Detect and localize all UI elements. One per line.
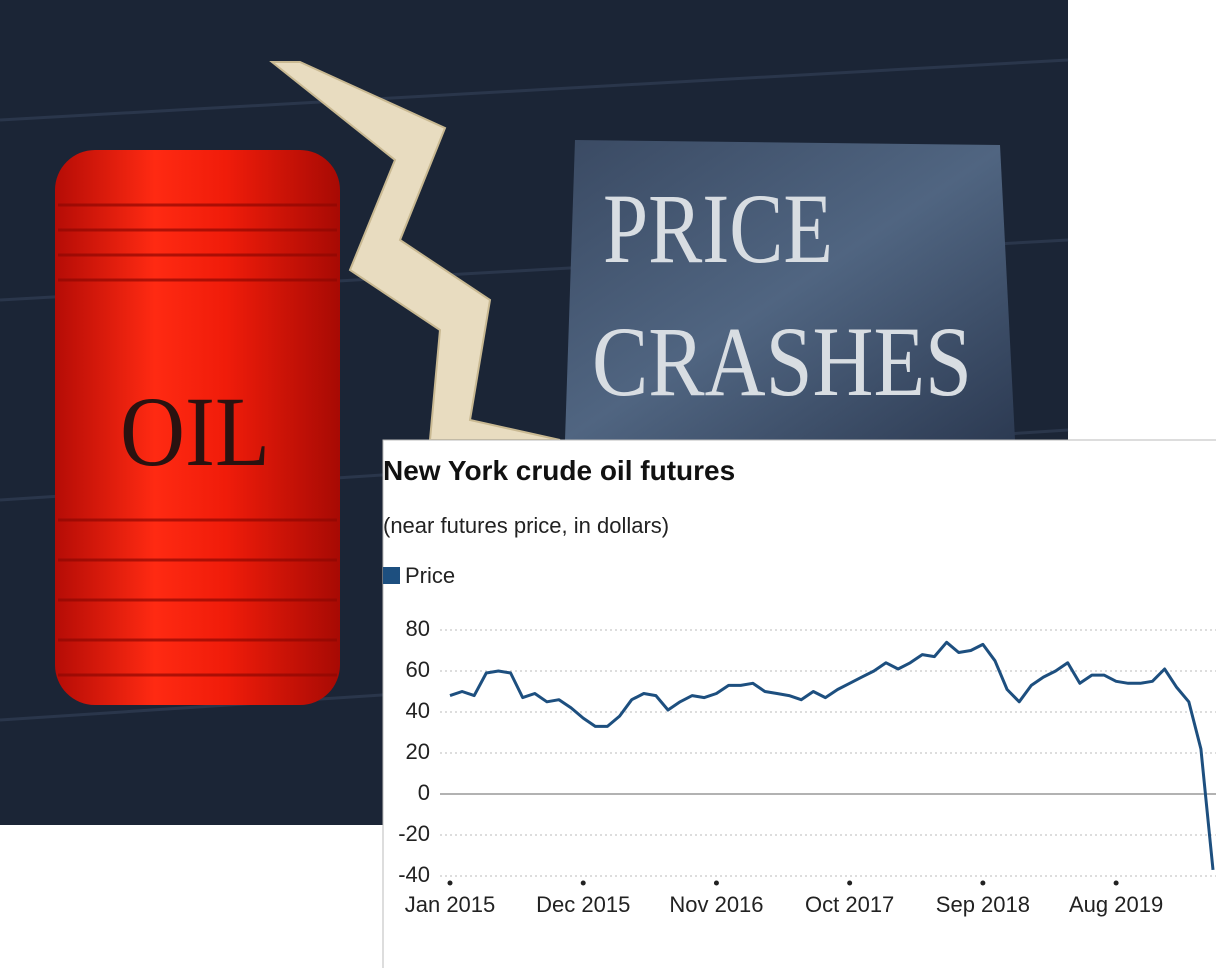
legend-swatch (383, 567, 400, 584)
y-tick-label: 80 (406, 616, 430, 641)
chart-panel: New York crude oil futures (near futures… (382, 439, 1216, 968)
x-tick-label: Dec 2015 (536, 892, 630, 917)
chart-subtitle: (near futures price, in dollars) (383, 513, 669, 538)
x-tick-label: Aug 2019 (1069, 892, 1163, 917)
crumpled-paper (565, 140, 1015, 440)
price-line (449, 640, 1215, 871)
x-tick-mark (847, 880, 853, 886)
y-tick-label: 40 (406, 698, 430, 723)
legend-label: Price (405, 563, 455, 588)
oil-barrel (55, 150, 340, 705)
x-tick-label: Oct 2017 (805, 892, 894, 917)
chart-background (382, 439, 1216, 968)
x-tick-mark (713, 880, 719, 886)
y-tick-label: 0 (418, 780, 430, 805)
x-tick-mark (447, 880, 453, 886)
y-tick-label: 20 (406, 739, 430, 764)
x-tick-label: Jan 2015 (405, 892, 496, 917)
barrel-ribs (58, 203, 337, 677)
sign-text: PRICE (603, 173, 833, 284)
y-tick-label: 60 (406, 657, 430, 682)
sign-text: CRASHES (592, 306, 972, 417)
y-tick-label: -40 (398, 862, 430, 887)
x-tick-mark (980, 880, 986, 886)
x-tick-mark (580, 880, 586, 886)
x-tick-label: Sep 2018 (936, 892, 1030, 917)
x-tick-label: Nov 2016 (669, 892, 763, 917)
barrel-label: OIL (120, 376, 270, 487)
photo: PRICE CRASHES OIL (0, 0, 1069, 825)
y-tick-label: -20 (398, 821, 430, 846)
x-tick-mark (1113, 880, 1119, 886)
chart-title: New York crude oil futures (383, 455, 735, 486)
